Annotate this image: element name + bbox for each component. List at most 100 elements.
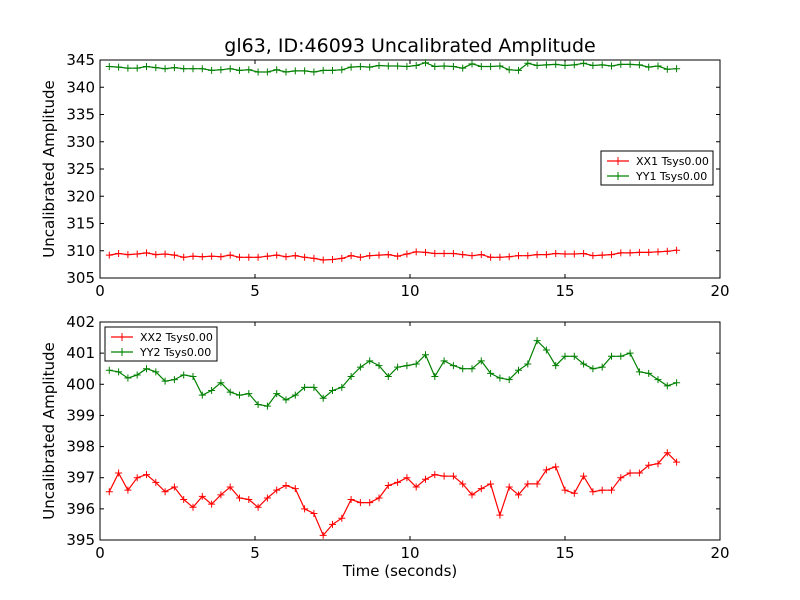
data-point (347, 373, 355, 380)
data-point (580, 472, 588, 480)
data-point (105, 63, 113, 71)
series-2 (105, 337, 681, 410)
data-point (124, 374, 132, 382)
legend-box (104, 326, 218, 362)
data-point (459, 365, 467, 373)
data-point (115, 63, 123, 71)
data-point (319, 394, 327, 402)
data-point (654, 460, 662, 468)
data-point (217, 66, 225, 74)
y-axis-label: Uncalibrated Amplitude (40, 80, 58, 257)
data-point (282, 396, 290, 404)
data-point (468, 60, 476, 68)
data-point (412, 61, 420, 69)
data-point (208, 252, 216, 260)
data-point (208, 387, 216, 395)
plot-1: 0 5 10 15 20 305 310 315 320 325 330 335 340 345 Uncal… (40, 51, 730, 300)
data-point (375, 61, 383, 69)
y-tick-label: 325 (66, 160, 95, 178)
data-point (645, 369, 653, 377)
x-tick-label: 15 (555, 544, 574, 562)
data-point (422, 248, 429, 256)
data-point (449, 249, 457, 257)
data-point (180, 253, 188, 261)
legend-marker (118, 348, 126, 356)
data-point (143, 365, 150, 373)
data-point (505, 66, 513, 74)
data-point (291, 485, 299, 493)
data-point (422, 475, 429, 483)
data-point (561, 61, 569, 69)
data-point (208, 66, 216, 74)
data-point (236, 66, 243, 74)
data-point (459, 64, 467, 72)
data-point (198, 492, 206, 500)
y-tick-label: 399 (66, 406, 95, 424)
data-point (487, 253, 495, 261)
data-point (598, 251, 606, 259)
data-point (375, 251, 383, 259)
data-point (654, 376, 662, 384)
y-tick-label: 395 (66, 531, 95, 549)
data-point (208, 500, 216, 508)
data-point (635, 61, 643, 69)
data-point (589, 488, 597, 496)
data-point (477, 63, 485, 71)
data-point (375, 362, 383, 370)
data-point (487, 480, 495, 488)
data-point (217, 253, 225, 261)
data-point (515, 66, 522, 74)
data-point (635, 469, 643, 477)
y-tick-label: 401 (66, 344, 95, 362)
series-line (108, 451, 678, 537)
data-point (468, 365, 476, 373)
y-tick-label: 397 (66, 469, 95, 487)
data-point (608, 251, 615, 259)
data-point (236, 253, 243, 261)
data-point (403, 474, 411, 482)
data-point (310, 510, 318, 518)
data-point (366, 252, 374, 260)
data-point (226, 483, 234, 491)
data-point (580, 59, 588, 67)
data-point (329, 520, 336, 528)
data-point (180, 371, 188, 379)
data-point (561, 250, 569, 258)
data-point (654, 62, 662, 70)
data-point (245, 390, 253, 398)
data-point (617, 60, 625, 68)
data-point (505, 376, 513, 384)
y-tick-label: 340 (66, 78, 95, 96)
data-point (384, 62, 392, 70)
data-point (254, 253, 262, 261)
data-point (133, 371, 141, 379)
data-point (533, 251, 541, 259)
data-point (384, 251, 392, 259)
data-point (170, 376, 178, 384)
data-point (431, 63, 439, 71)
data-point (449, 472, 457, 480)
data-point (198, 65, 206, 73)
legend-label: XX1 Tsys0.00 (636, 155, 709, 168)
data-point (626, 60, 634, 68)
x-tick-label: 5 (250, 544, 260, 562)
data-point (263, 494, 271, 502)
legend-label: XX2 Tsys0.00 (140, 331, 213, 344)
data-point (291, 67, 299, 75)
data-point (673, 379, 681, 387)
data-point (236, 391, 243, 399)
data-point (245, 66, 253, 74)
data-point (105, 366, 113, 374)
legend-marker (614, 172, 622, 180)
data-point (589, 61, 597, 69)
data-point (403, 250, 411, 258)
data-point (542, 61, 550, 69)
data-point (226, 65, 234, 73)
data-point (338, 66, 346, 74)
data-point (654, 248, 662, 256)
data-point (431, 373, 439, 380)
data-point (170, 64, 178, 72)
data-point (552, 60, 560, 68)
data-point (143, 471, 150, 479)
data-point (245, 496, 253, 504)
